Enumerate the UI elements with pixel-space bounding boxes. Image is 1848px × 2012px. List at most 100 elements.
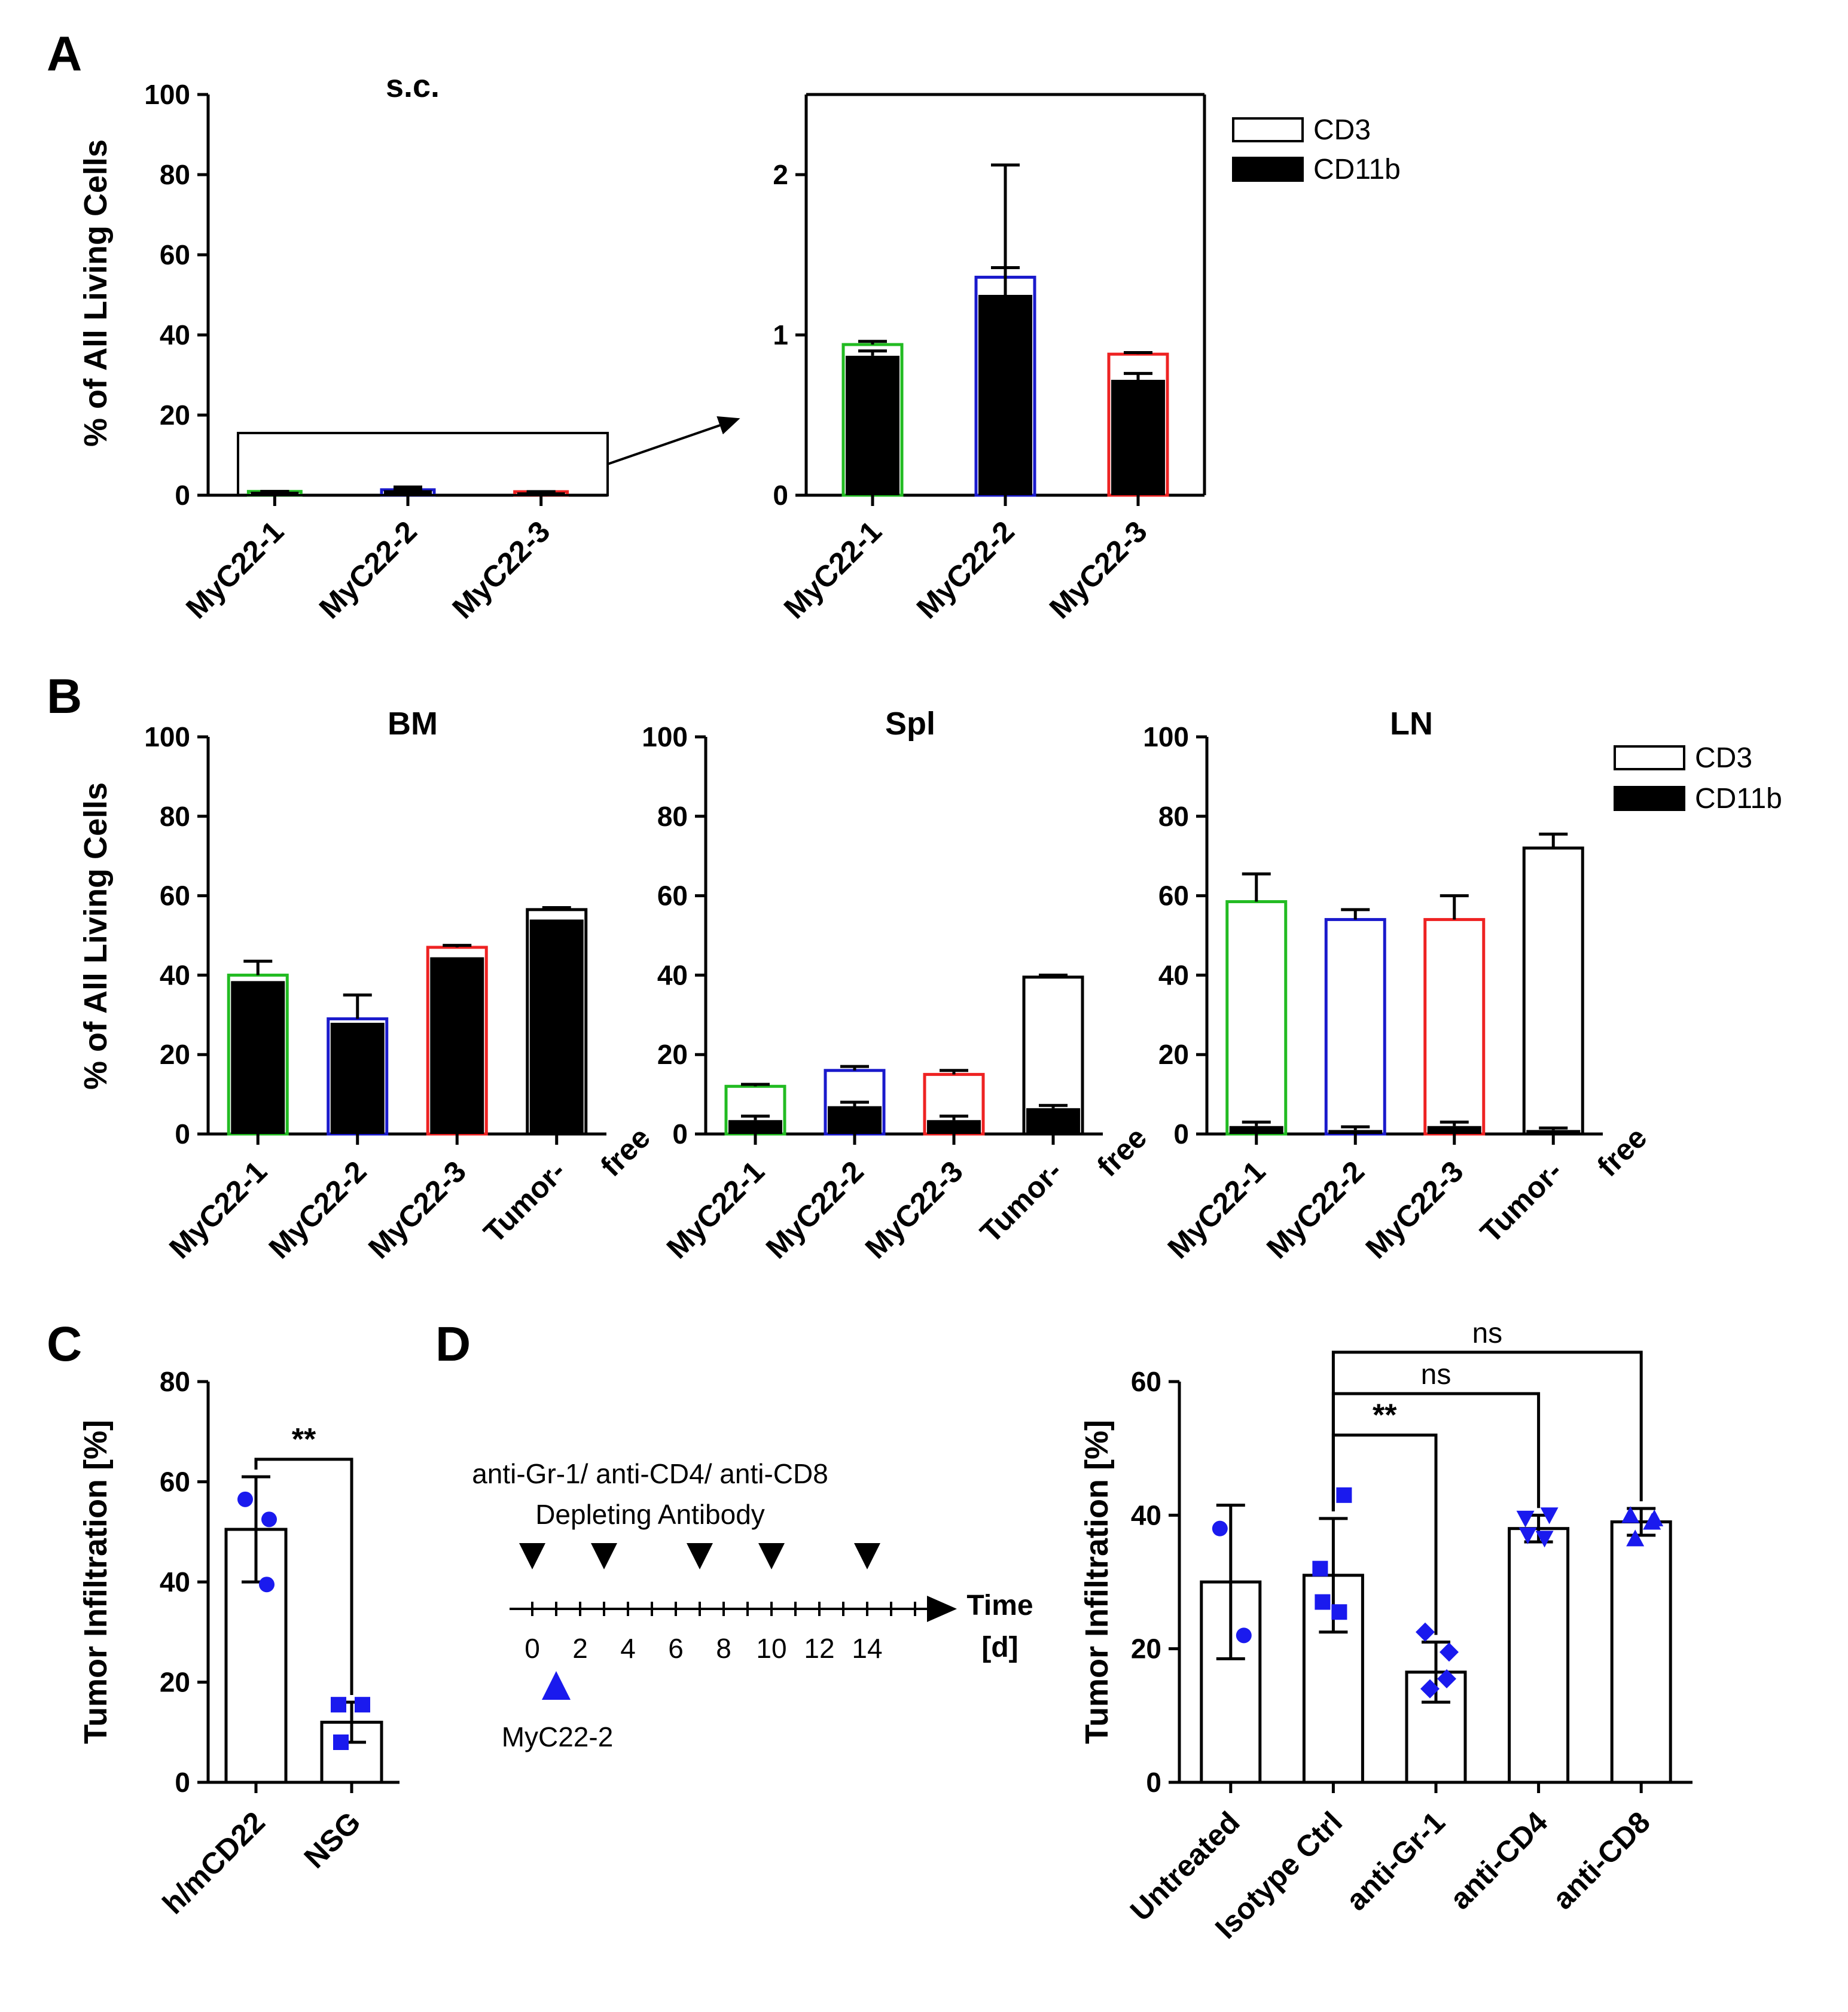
category-label: MyC22-1 bbox=[1161, 1154, 1272, 1265]
timeline-tick-label: 6 bbox=[668, 1633, 684, 1664]
data-point-circle bbox=[1236, 1627, 1252, 1644]
significance-label: ** bbox=[292, 1422, 316, 1457]
chart-a-sc: 0 20 40 60 80 100 s.c. % of All Living Cells MyC… bbox=[78, 68, 608, 625]
category-label: anti-CD4 bbox=[1443, 1805, 1554, 1916]
category-label: MyC22-2 bbox=[263, 1154, 373, 1265]
bar-cd11b bbox=[927, 1120, 981, 1134]
data-point-circle bbox=[237, 1491, 253, 1507]
data-point-square bbox=[331, 1697, 346, 1713]
bar-cd11b bbox=[251, 492, 299, 495]
legend-a-cd11b-swatch bbox=[1232, 157, 1304, 182]
data-point-triangle-down bbox=[1540, 1507, 1559, 1525]
injection-marker bbox=[519, 1543, 545, 1569]
data-point-square bbox=[1312, 1560, 1328, 1577]
category-label: MyC22-2 bbox=[1260, 1154, 1371, 1265]
timeline-tick-label: 12 bbox=[804, 1633, 834, 1664]
data-point-triangle-down bbox=[1535, 1531, 1554, 1548]
chart-title: Spl bbox=[885, 706, 935, 742]
data-point-triangle-up bbox=[1621, 1506, 1640, 1523]
bar-cd3 bbox=[1522, 846, 1584, 1136]
legend-b-cd11b-label: CD11b bbox=[1695, 783, 1782, 815]
legend-b-cd3-swatch bbox=[1614, 745, 1685, 770]
significance-bracket bbox=[1331, 1351, 1643, 1511]
significance-label: ** bbox=[1373, 1398, 1397, 1432]
category-label: NSG bbox=[298, 1805, 367, 1874]
bar-cd11b bbox=[846, 355, 899, 495]
zoom-arrow bbox=[607, 416, 740, 465]
timeline-tick-label: 4 bbox=[620, 1633, 636, 1664]
category-label: MyC22-3 bbox=[362, 1154, 472, 1265]
category-label: anti-CD8 bbox=[1546, 1805, 1657, 1916]
data-point-triangle-up bbox=[1626, 1529, 1645, 1547]
timeline-tick-label: 10 bbox=[756, 1633, 786, 1664]
y-tick-label: 1 bbox=[773, 319, 788, 350]
panel-letter-a: A bbox=[47, 27, 82, 81]
data-point-circle bbox=[259, 1577, 275, 1593]
y-tick-label: 60 bbox=[160, 239, 190, 270]
category-label: MyC22-3 bbox=[859, 1154, 969, 1265]
data-point-diamond bbox=[1437, 1669, 1456, 1688]
y-tick-label: 40 bbox=[657, 959, 688, 990]
category-label: MyC22-1 bbox=[179, 514, 290, 625]
bar bbox=[1508, 1527, 1570, 1784]
category-label: MyC22-2 bbox=[910, 514, 1021, 625]
bar-cd11b bbox=[1026, 1108, 1080, 1134]
y-tick-label: 0 bbox=[175, 1767, 190, 1798]
y-tick-label: 60 bbox=[160, 1467, 190, 1498]
y-tick-label: 60 bbox=[160, 880, 190, 912]
y-axis-label: Tumor Infiltration [%] bbox=[1079, 1420, 1115, 1744]
category-label: MyC22-2 bbox=[760, 1154, 870, 1265]
y-tick-label: 80 bbox=[1158, 801, 1189, 832]
y-tick-label: 20 bbox=[1158, 1039, 1189, 1070]
y-tick-label: 100 bbox=[642, 721, 688, 752]
category-label: MyC22-1 bbox=[777, 514, 888, 625]
data-point-square bbox=[355, 1697, 370, 1713]
injection-marker bbox=[687, 1543, 713, 1569]
bar-cd11b bbox=[384, 490, 432, 495]
timeline-tick-label: 8 bbox=[716, 1633, 731, 1664]
bar-cd11b bbox=[430, 957, 484, 1134]
bar-cd11b bbox=[828, 1106, 882, 1134]
injection-marker bbox=[854, 1543, 880, 1569]
bar-cd11b bbox=[529, 919, 584, 1134]
timeline-tick-label: 0 bbox=[524, 1633, 540, 1664]
y-tick-label: 0 bbox=[773, 480, 788, 511]
chart-title: s.c. bbox=[386, 68, 440, 104]
y-tick-label: 100 bbox=[144, 721, 190, 752]
tumor-injection-marker bbox=[542, 1671, 571, 1700]
bar-cd11b bbox=[1427, 1126, 1481, 1134]
bar-cd11b bbox=[728, 1120, 782, 1134]
bar-cd11b bbox=[978, 295, 1032, 495]
y-axis-label: % of All Living Cells bbox=[78, 139, 114, 447]
data-point-triangle-up bbox=[1643, 1513, 1661, 1530]
bar-cd3 bbox=[1324, 917, 1386, 1136]
y-tick-label: 100 bbox=[1143, 721, 1189, 752]
y-tick-label: 2 bbox=[773, 159, 788, 190]
category-label: anti-Gr-1 bbox=[1340, 1805, 1451, 1917]
injection-marker bbox=[758, 1543, 785, 1569]
bar bbox=[1610, 1520, 1672, 1784]
chart-c: 0 20 40 60 80 Tumor Infiltration [%] h/mCD22 NS… bbox=[78, 1366, 400, 1920]
data-point-triangle-down bbox=[1516, 1510, 1535, 1528]
category-label: MyC22-3 bbox=[1043, 514, 1154, 625]
panel-letter-c: C bbox=[47, 1317, 82, 1371]
data-point-square bbox=[333, 1734, 349, 1750]
bar-cd11b bbox=[231, 981, 285, 1134]
y-tick-label: 80 bbox=[160, 801, 190, 832]
category-label: MyC22-1 bbox=[660, 1154, 771, 1265]
category-label: MyC22-2 bbox=[313, 514, 423, 625]
y-tick-label: 0 bbox=[1173, 1118, 1189, 1150]
category-label: MyC22-3 bbox=[446, 514, 556, 625]
timeline-antibody-line2: Depleting Antibody bbox=[535, 1499, 765, 1530]
data-point-square bbox=[1336, 1487, 1352, 1503]
category-label: MyC22-1 bbox=[163, 1154, 273, 1265]
data-point-triangle-down bbox=[1518, 1527, 1537, 1544]
y-tick-label: 20 bbox=[160, 400, 190, 431]
injection-marker bbox=[591, 1543, 617, 1569]
legend-a: CD3 CD11b bbox=[1232, 114, 1401, 185]
y-axis-label: % of All Living Cells bbox=[78, 782, 114, 1090]
